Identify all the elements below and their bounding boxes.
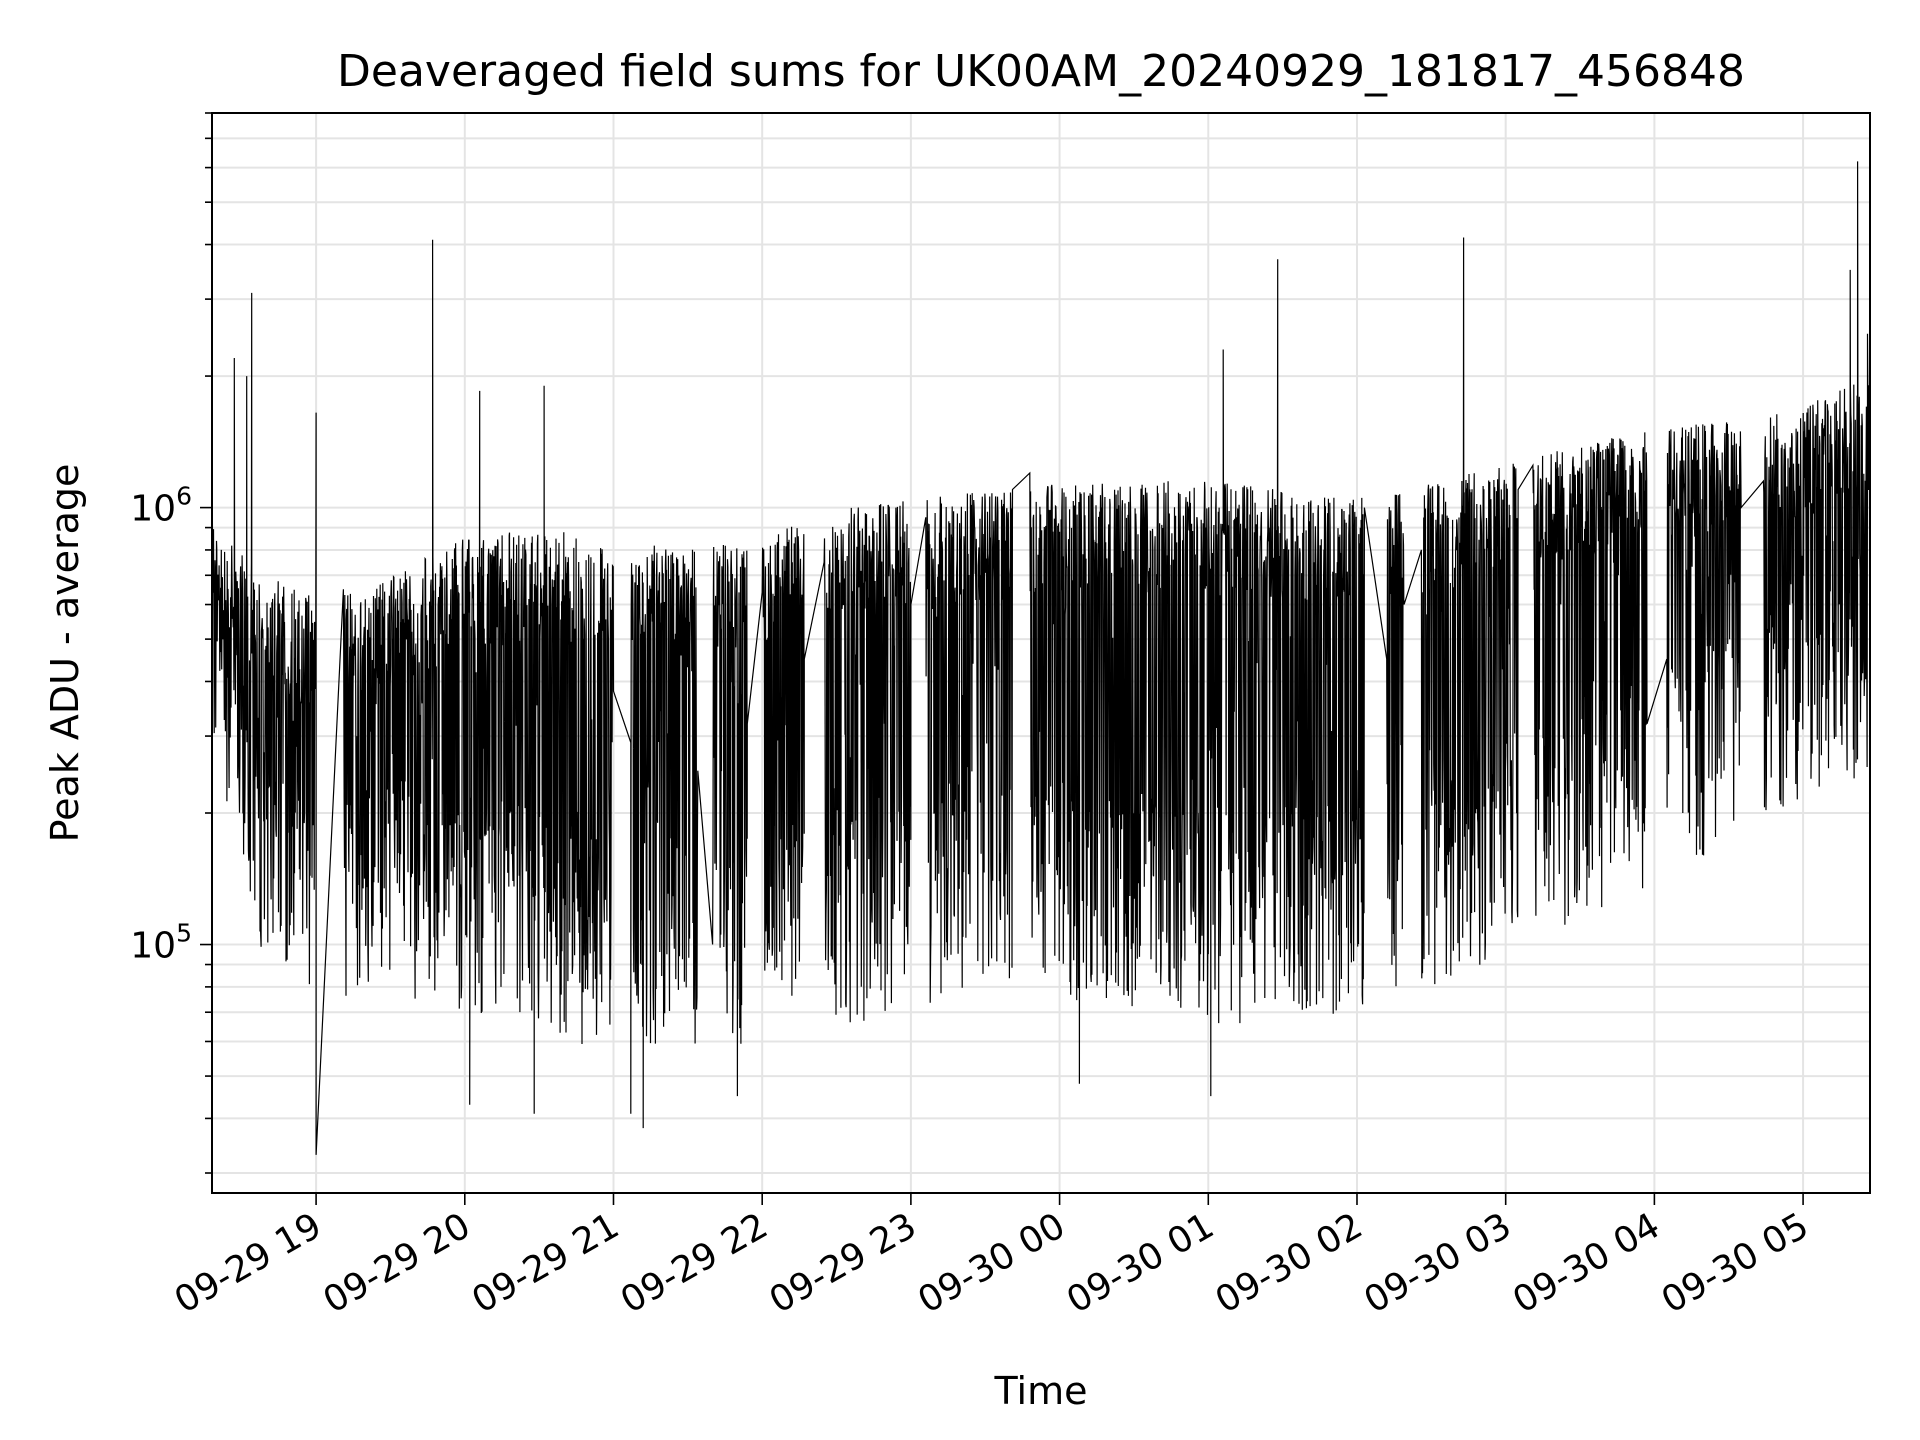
plot-frame — [211, 112, 1871, 1194]
y-tick-label: 106 — [130, 482, 192, 530]
series — [211, 161, 1871, 1155]
data-series-line — [211, 161, 1871, 1155]
y-tick-label: 105 — [130, 919, 192, 967]
x-axis-label: Time — [994, 1369, 1088, 1413]
y-axis-label: Peak ADU - average — [43, 464, 87, 843]
chart-title: Deaveraged field sums for UK00AM_2024092… — [337, 46, 1745, 97]
